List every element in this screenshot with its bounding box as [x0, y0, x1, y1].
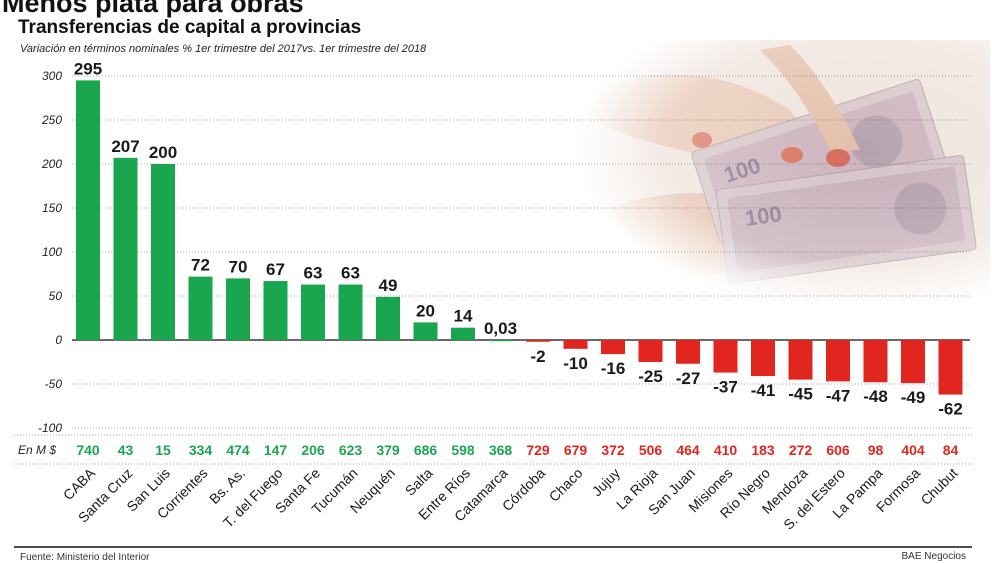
value-label: -16 [601, 359, 626, 378]
bar [788, 340, 813, 380]
bar [526, 340, 550, 342]
bar [76, 80, 100, 341]
bar [713, 340, 738, 373]
bar [938, 340, 963, 395]
value-label: -62 [938, 400, 963, 419]
category-label: Jujuy [589, 465, 623, 499]
amount-row-label: En M $ [18, 443, 56, 457]
value-label: -49 [901, 388, 926, 407]
bar [413, 322, 438, 340]
credit-note: BAE Negocios [901, 551, 966, 562]
amount-label: 98 [868, 442, 884, 458]
svg-text:100: 100 [743, 201, 783, 231]
amount-label: 623 [339, 442, 363, 458]
bar [338, 284, 363, 340]
bar [376, 296, 400, 340]
amount-label: 464 [676, 442, 700, 458]
amount-label: 404 [901, 442, 925, 458]
bar [113, 157, 138, 340]
value-label: 207 [111, 137, 139, 156]
amount-label: 474 [226, 442, 250, 458]
value-label: 63 [304, 264, 323, 283]
y-tick-label: 200 [41, 157, 62, 171]
amount-label: 686 [414, 442, 438, 458]
value-label: 20 [416, 301, 435, 320]
amount-label: 729 [526, 442, 550, 458]
bar [901, 340, 925, 384]
bar [751, 340, 775, 377]
amount-label: 84 [943, 442, 959, 458]
amount-label: 334 [189, 442, 213, 458]
value-label: 70 [229, 257, 248, 276]
chart-note: Variación en términos nominales % 1er tr… [20, 43, 427, 55]
bar [601, 340, 625, 355]
y-tick-label: -100 [38, 421, 62, 435]
category-label: Chaco [546, 465, 586, 505]
chart-subtitle: Transferencias de capital a provincias [18, 17, 362, 38]
value-label: -27 [676, 369, 701, 388]
y-tick-label: 50 [49, 289, 63, 303]
bar [638, 340, 663, 362]
y-tick-label: 150 [42, 201, 62, 215]
value-label: -2 [530, 347, 545, 366]
amount-label: 379 [376, 442, 400, 458]
amount-label: 679 [564, 442, 588, 458]
y-tick-label: -50 [45, 377, 63, 391]
y-tick-label: 300 [42, 69, 62, 83]
value-label: -45 [788, 385, 813, 404]
value-label: 72 [191, 256, 210, 275]
bar [826, 340, 850, 382]
amount-label: 740 [76, 442, 100, 458]
value-label: 200 [149, 143, 177, 162]
value-label: 49 [379, 276, 398, 295]
value-label: -37 [713, 378, 738, 397]
bar [226, 278, 250, 340]
amount-label: 368 [489, 442, 513, 458]
amount-label: 15 [155, 442, 171, 458]
y-tick-label: 250 [41, 113, 62, 127]
amount-label: 606 [826, 442, 850, 458]
amount-label: 410 [714, 442, 738, 458]
value-label: 0,03 [484, 319, 517, 338]
bar [863, 340, 888, 383]
money-hands-photo: 100 100 [530, 40, 990, 300]
y-tick-label: 100 [42, 245, 62, 259]
amount-label: 372 [601, 442, 625, 458]
amount-label: 206 [301, 442, 325, 458]
category-label: Salta [402, 465, 436, 499]
bar [151, 164, 175, 340]
bar [263, 281, 288, 340]
bar [301, 284, 325, 340]
y-tick-label: 0 [55, 333, 62, 347]
category-label: Chubut [917, 465, 960, 508]
value-label: -47 [826, 386, 851, 405]
value-label: 295 [74, 59, 102, 78]
bar [676, 340, 700, 364]
chart-title: Menos plata para obras [2, 0, 304, 18]
bar [188, 276, 213, 340]
amount-label: 598 [451, 442, 475, 458]
value-label: -48 [863, 387, 888, 406]
amount-label: 183 [751, 442, 775, 458]
value-label: -10 [563, 354, 588, 373]
bar [451, 327, 475, 340]
bar [563, 340, 588, 349]
value-label: 67 [266, 260, 285, 279]
value-label: -25 [638, 367, 663, 386]
amount-label: 506 [639, 442, 663, 458]
value-label: -41 [751, 381, 776, 400]
amount-label: 272 [789, 442, 813, 458]
bar [488, 339, 513, 342]
value-label: 14 [454, 307, 473, 326]
amount-label: 147 [264, 442, 288, 458]
amount-label: 43 [118, 442, 134, 458]
value-label: 63 [341, 264, 360, 283]
